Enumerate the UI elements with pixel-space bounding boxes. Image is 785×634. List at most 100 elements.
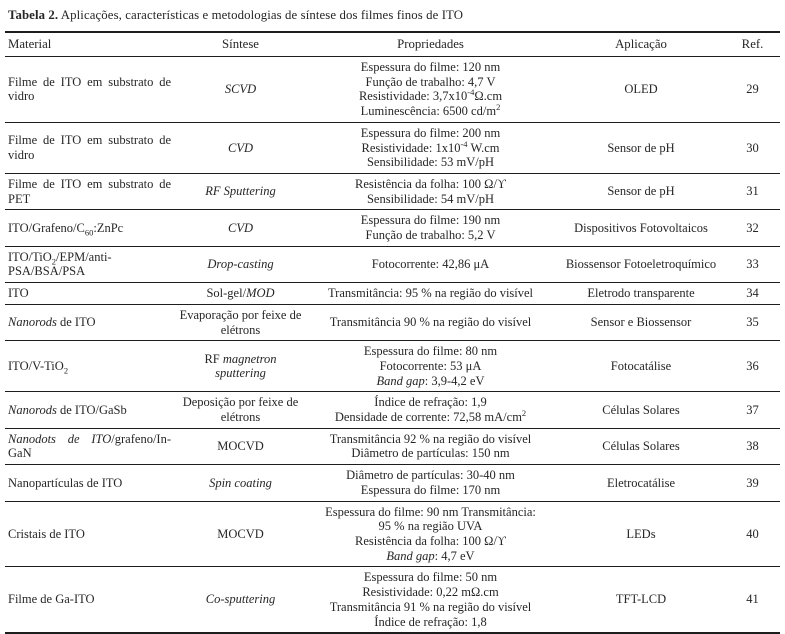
cell-line: Espessura do filme: 200 nm — [360, 125, 501, 140]
ref-cell: 41 — [725, 566, 780, 634]
application-cell: Biossensor Fotoeletroquímico — [557, 246, 725, 284]
cell-line: Nanodots de ITO/grafeno/In-GaN — [8, 431, 171, 461]
material-cell: ITO/TiO2/EPM/anti-PSA/BSA/PSA — [5, 246, 177, 284]
application-cell: Eletrocatálise — [557, 464, 725, 502]
material-cell: Nanorods de ITO/GaSb — [5, 391, 177, 429]
cell-line: 35 — [746, 315, 759, 330]
properties-cell: Transmitância: 95 % na região do visível — [304, 282, 557, 305]
synthesis-cell: CVD — [177, 209, 304, 247]
cell-line: CVD — [228, 140, 253, 155]
ref-cell: 31 — [725, 173, 780, 211]
cell-line: Nanorods de ITO — [8, 315, 96, 330]
cell-line: Deposição por feixe de — [182, 395, 299, 410]
application-cell: Fotocatálise — [557, 340, 725, 393]
cell-line: SCVD — [224, 82, 257, 97]
cell-line: Cristais de ITO — [8, 526, 85, 541]
cell-line: Spin coating — [209, 475, 272, 490]
ref-cell: 37 — [725, 391, 780, 429]
material-cell: Nanorods de ITO — [5, 304, 177, 342]
cell-line: Transmitância 91 % na região do visível — [329, 599, 532, 614]
col-header-material: Material — [5, 31, 177, 57]
properties-cell: Espessura do filme: 190 nm Função de trab… — [304, 209, 557, 247]
cell-line: ITO — [8, 286, 29, 301]
material-cell: ITO — [5, 282, 177, 305]
table-row: Filme de ITO em substrato de vidro SCVD … — [5, 56, 780, 123]
synthesis-cell: Co-sputtering — [177, 566, 304, 634]
cell-line: Resistividade: 0,22 mΩ.cm — [362, 585, 499, 600]
cell-line: CVD — [228, 220, 253, 235]
material-cell: ITO/V-TiO2 — [5, 340, 177, 393]
table-row: ITO/Grafeno/C60:ZnPc CVD Espessura do fi… — [5, 209, 780, 247]
cell-line: Transmitância 90 % na região do visível — [329, 315, 532, 330]
cell-line: 30 — [746, 140, 759, 155]
synthesis-cell: RF magnetron sputtering — [177, 340, 304, 393]
cell-line: Espessura do filme: 170 nm — [360, 482, 501, 497]
material-cell: Filme de ITO em substrato de PET — [5, 173, 177, 211]
properties-cell: Fotocorrente: 42,86 μA — [304, 246, 557, 284]
header-row: Material Síntese Propriedades Aplicação … — [5, 31, 780, 57]
synthesis-cell: CVD — [177, 122, 304, 174]
ref-cell: 38 — [725, 428, 780, 466]
cell-line: Filme de Ga-ITO — [8, 592, 95, 607]
material-cell: Cristais de ITO — [5, 501, 177, 568]
table-row: Nanorods de ITO/GaSb Deposição por feixe… — [5, 391, 780, 429]
table-caption-text: Aplicações, características e metodologi… — [58, 8, 464, 22]
application-cell: Células Solares — [557, 391, 725, 429]
cell-line: Band gap: 3,9-4,2 eV — [376, 373, 485, 388]
cell-line: 34 — [746, 286, 759, 301]
cell-line: 40 — [746, 526, 759, 541]
material-cell: Nanopartículas de ITO — [5, 464, 177, 502]
cell-line: ITO/TiO2/EPM/anti-PSA/BSA/PSA — [8, 249, 112, 279]
cell-line: Fotocorrente: 53 μA — [379, 358, 482, 373]
application-cell: TFT-LCD — [557, 566, 725, 634]
table-row: ITO/V-TiO2 RF magnetron sputtering Espes… — [5, 340, 780, 393]
cell-line: MOCVD — [217, 439, 264, 454]
table-caption: Tabela 2. Aplicações, características e … — [8, 8, 780, 23]
synthesis-cell: MOCVD — [177, 501, 304, 568]
synthesis-cell: Spin coating — [177, 464, 304, 502]
cell-line: Sensor e Biossensor — [590, 315, 692, 330]
ref-cell: 39 — [725, 464, 780, 502]
cell-line: Evaporação por feixe de — [179, 307, 302, 322]
cell-line: 36 — [746, 358, 759, 373]
cell-line: Espessura do filme: 190 nm — [360, 213, 501, 228]
cell-line: Espessura do filme: 90 nm Transmitância: — [325, 504, 536, 519]
cell-line: RF magnetron sputtering — [204, 351, 277, 381]
cell-line: ITO/Grafeno/C60:ZnPc — [8, 220, 124, 238]
material-cell: Filme de ITO em substrato de vidro — [5, 56, 177, 123]
cell-line: Sol-gel/MOD — [206, 286, 275, 301]
synthesis-cell: SCVD — [177, 56, 304, 123]
cell-line: Drop-casting — [207, 257, 274, 272]
material-cell: Filme de Ga-ITO — [5, 566, 177, 634]
cell-line: Resistência da folha: 100 Ω/ϒ — [355, 176, 506, 191]
ref-cell: 40 — [725, 501, 780, 568]
cell-line: Diâmetro de partículas: 150 nm — [351, 446, 510, 461]
cell-line: Sensor de pH — [607, 140, 675, 155]
cell-line: Fotocorrente: 42,86 μA — [371, 257, 490, 272]
ref-cell: 35 — [725, 304, 780, 342]
cell-line: Transmitância 92 % na região do visível — [329, 431, 532, 446]
cell-line: Função de trabalho: 5,2 V — [365, 228, 496, 243]
cell-line: RF Sputtering — [205, 184, 276, 199]
table-row: Nanorods de ITO Evaporação por feixe de e… — [5, 304, 780, 342]
cell-line: 37 — [746, 402, 759, 417]
table-row: Cristais de ITO MOCVD Espessura do filme… — [5, 501, 780, 568]
ito-thin-films-table: Material Síntese Propriedades Aplicação … — [5, 31, 780, 634]
table-row: Nanopartículas de ITO Spin coating Diâme… — [5, 464, 780, 502]
application-cell: OLED — [557, 56, 725, 123]
cell-line: Eletrocatálise — [606, 475, 676, 490]
cell-line: Transmitância: 95 % na região do visível — [327, 286, 534, 301]
ref-cell: 36 — [725, 340, 780, 393]
synthesis-cell: MOCVD — [177, 428, 304, 466]
cell-line: Espessura do filme: 80 nm — [363, 344, 498, 359]
cell-line: 32 — [746, 220, 759, 235]
table-caption-label: Tabela 2. — [8, 8, 59, 22]
cell-line: Resistência da folha: 100 Ω/ϒ — [355, 533, 506, 548]
cell-line: 39 — [746, 475, 759, 490]
cell-line: elétrons — [220, 322, 261, 337]
cell-line: 33 — [746, 257, 759, 272]
cell-line: Band gap: 4,7 eV — [386, 548, 475, 563]
material-cell: Filme de ITO em substrato de vidro — [5, 122, 177, 174]
cell-line: 41 — [746, 592, 759, 607]
table-row: ITO Sol-gel/MOD Transmitância: 95 % na r… — [5, 282, 780, 305]
